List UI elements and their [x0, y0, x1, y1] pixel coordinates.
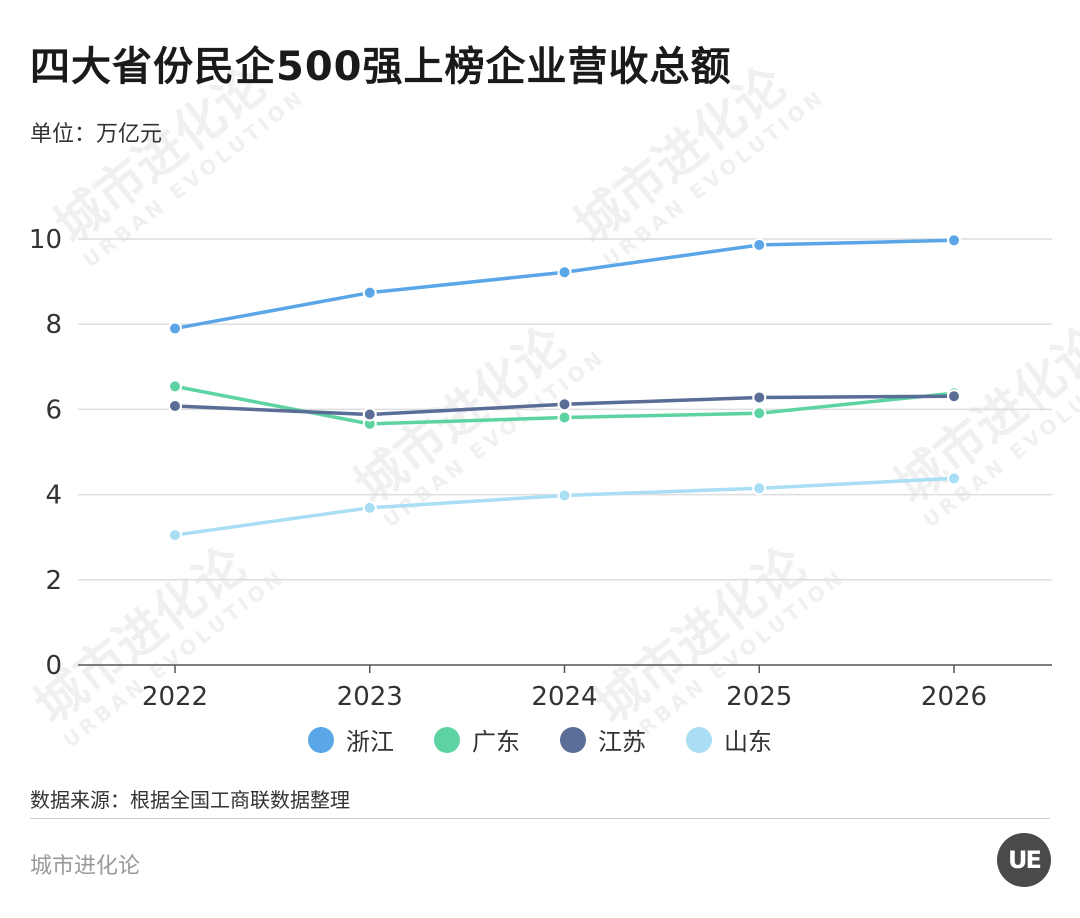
legend-item: 江苏	[560, 722, 646, 757]
brand-logo: UE	[997, 833, 1051, 887]
x-tick-label: 2025	[726, 682, 792, 712]
y-tick-label: 2	[45, 566, 62, 596]
data-point	[752, 406, 767, 421]
legend-swatch	[434, 726, 460, 753]
data-point	[752, 481, 767, 496]
legend-label: 广东	[472, 728, 520, 756]
line-chart: 0 2 4 6 8 10 2022 2023 2024 2025 2026	[29, 225, 1052, 712]
y-tick-label: 0	[45, 651, 62, 681]
data-point	[168, 528, 182, 543]
legend-item: 浙江	[308, 722, 394, 757]
data-point	[362, 407, 377, 422]
data-point	[362, 285, 377, 300]
legend-item: 山东	[686, 722, 772, 757]
legend-item: 广东	[434, 722, 520, 757]
data-point	[168, 398, 182, 413]
unit-label: 单位：万亿元	[30, 122, 163, 147]
chart-title: 四大省份民企500强上榜企业营收总额	[30, 44, 732, 90]
data-point	[947, 233, 961, 248]
data-point	[557, 488, 572, 503]
y-tick-label: 4	[45, 481, 62, 511]
x-tick-label: 2023	[337, 682, 403, 712]
y-tick-label: 8	[45, 310, 62, 340]
legend-label: 浙江	[346, 728, 394, 756]
x-tick-label: 2026	[921, 682, 987, 712]
series-line-1	[173, 238, 956, 331]
legend-label: 江苏	[598, 728, 646, 756]
data-point	[557, 410, 572, 425]
y-tick-label: 6	[45, 395, 62, 425]
data-point	[168, 321, 182, 336]
data-point	[947, 471, 961, 486]
x-tick-label: 2022	[142, 682, 208, 712]
data-point	[168, 379, 182, 394]
series-line-4	[173, 476, 956, 537]
legend-swatch	[308, 726, 334, 753]
data-point	[557, 397, 572, 412]
data-point	[947, 389, 961, 404]
legend-swatch	[686, 726, 712, 753]
data-point	[362, 500, 377, 515]
data-point	[752, 237, 767, 252]
x-tick-label: 2024	[531, 682, 597, 712]
legend-swatch	[560, 726, 586, 753]
data-point	[557, 265, 572, 280]
brand-name: 城市进化论	[30, 854, 141, 879]
chart-legend: 浙江 广东 江苏 山东	[0, 722, 1080, 757]
data-point	[752, 390, 767, 405]
footer-divider	[30, 818, 1050, 819]
data-source: 数据来源：根据全国工商联数据整理	[30, 788, 350, 812]
y-tick-label: 10	[29, 225, 62, 255]
legend-label: 山东	[724, 728, 772, 756]
